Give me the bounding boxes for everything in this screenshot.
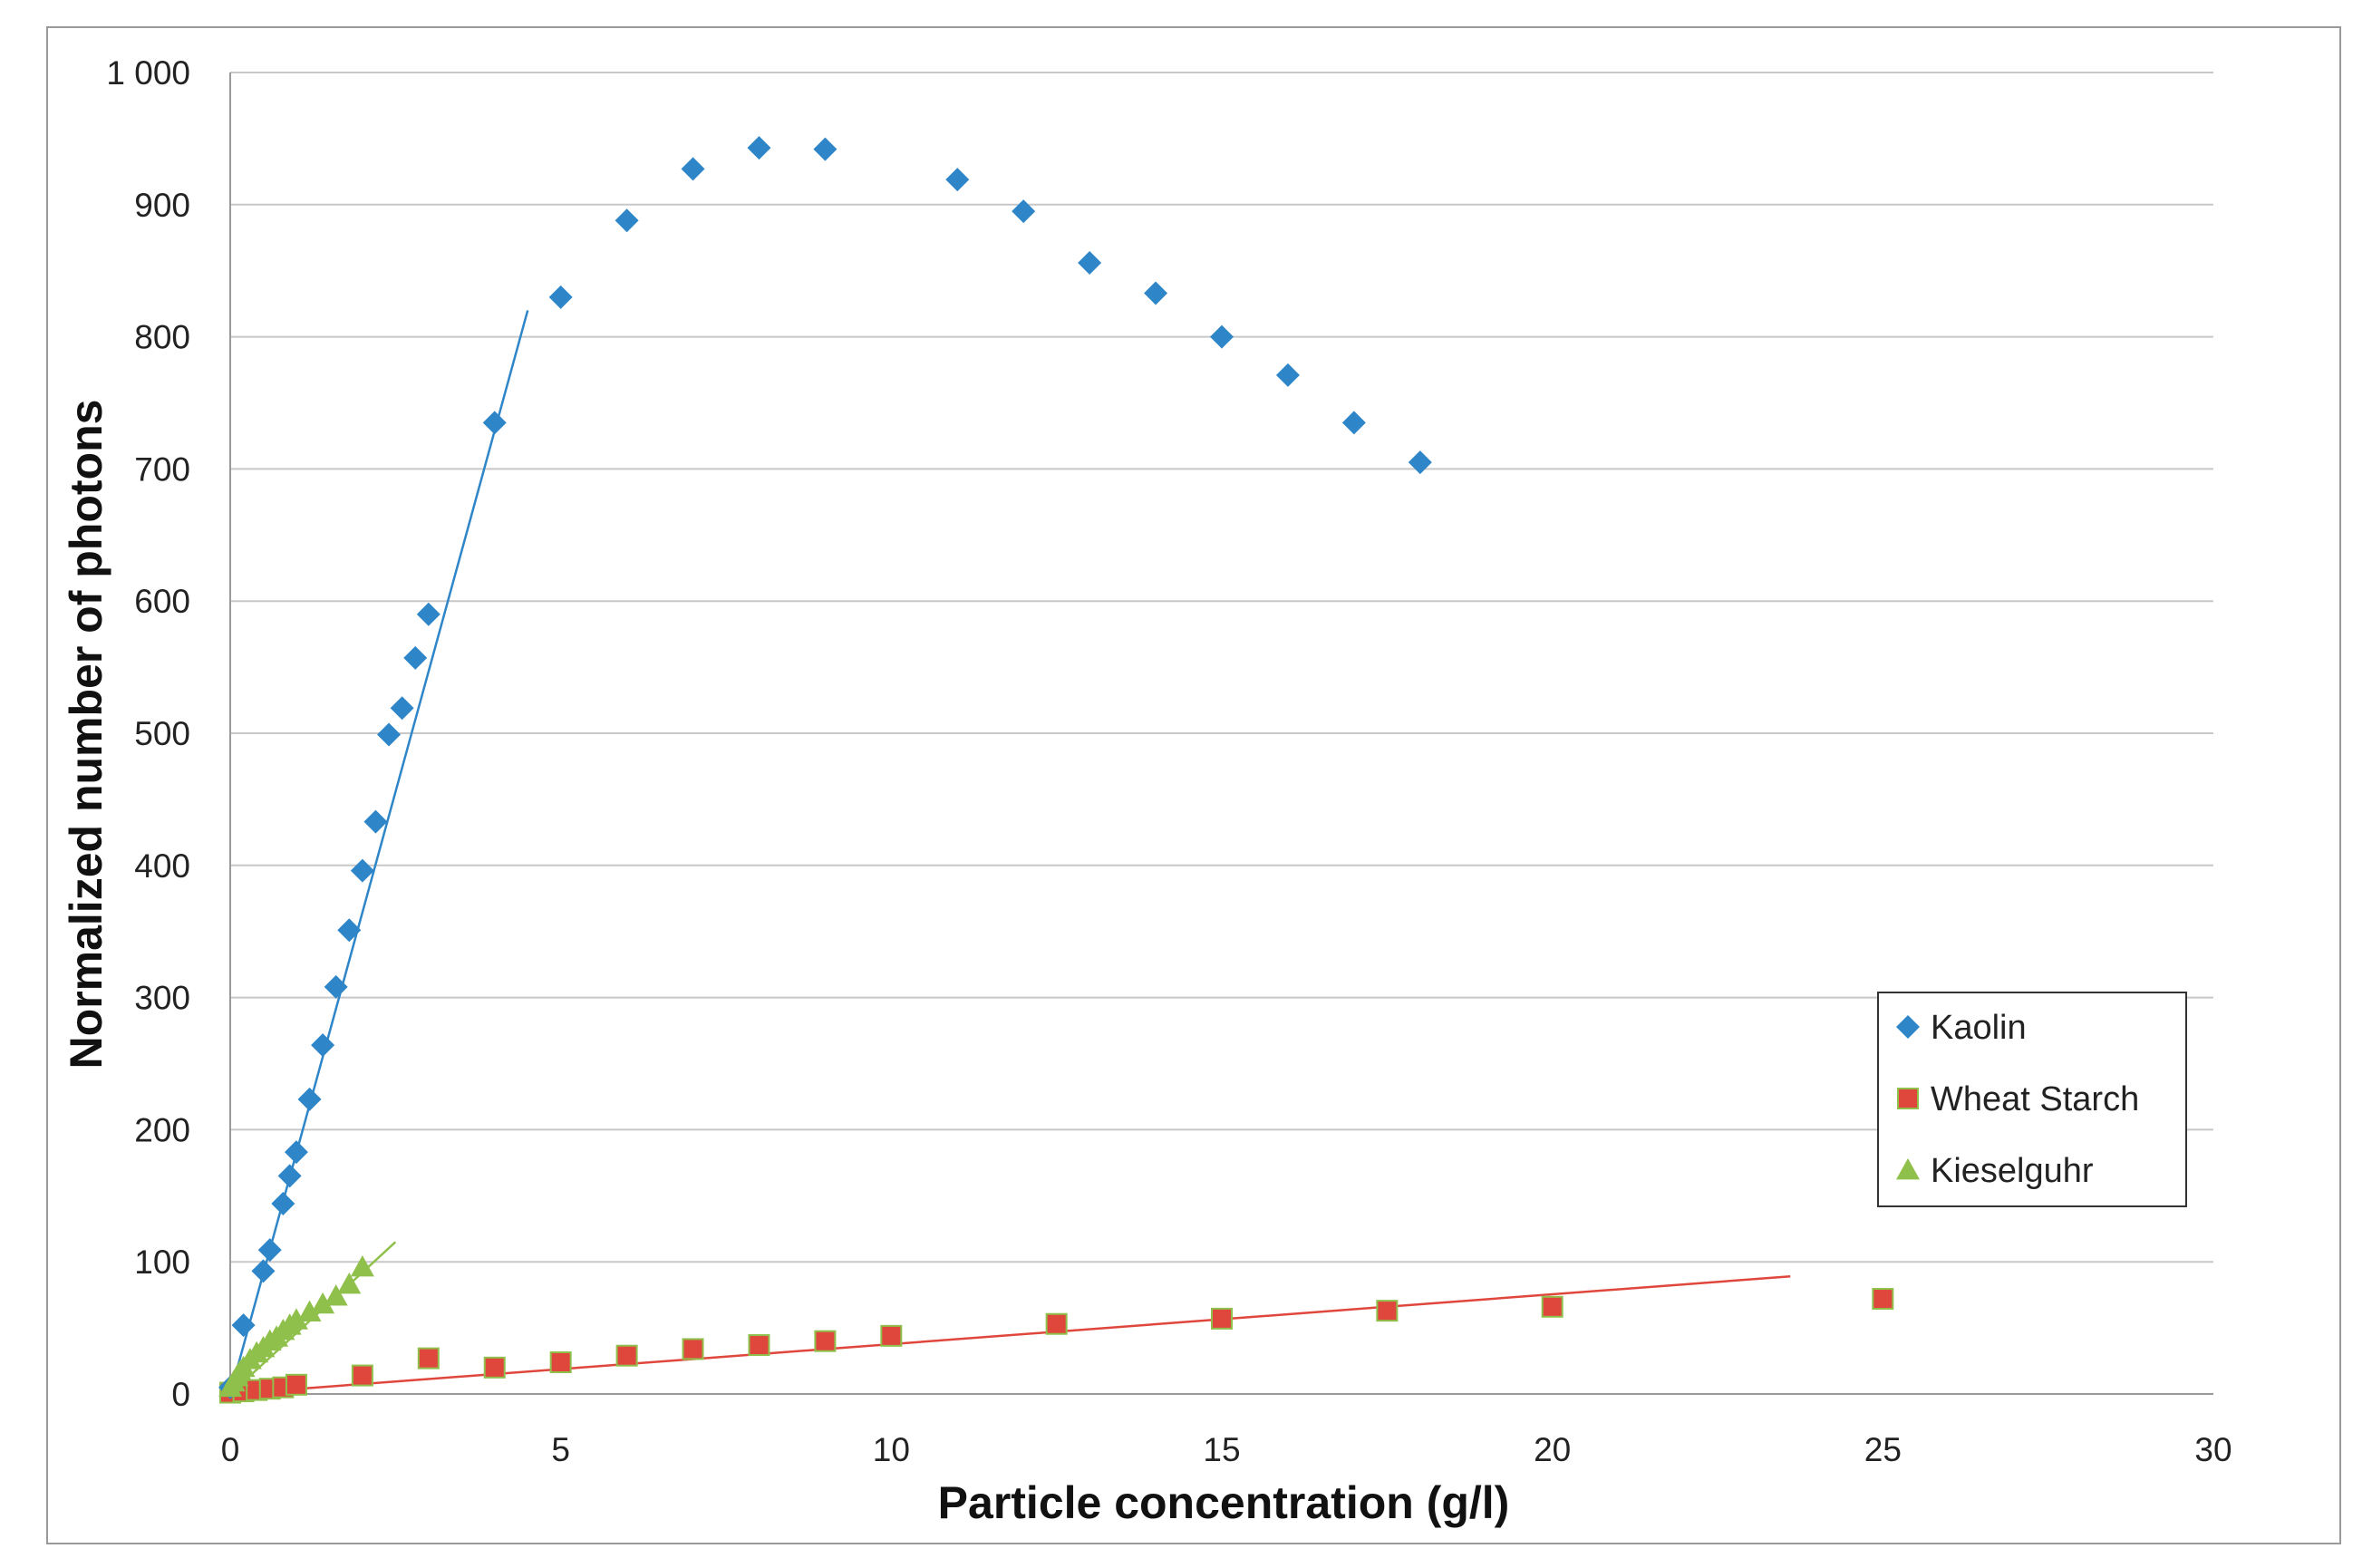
x-tick-label: 0 [221, 1431, 240, 1468]
x-tick-label: 15 [1203, 1431, 1240, 1468]
y-tick-label: 1 000 [106, 54, 190, 92]
kaolin-point [681, 157, 705, 181]
kaolin-point [945, 168, 970, 192]
chart-border [46, 26, 2341, 1544]
kaolin-point [324, 974, 348, 999]
legend-label-kaolin: Kaolin [1931, 1009, 2027, 1047]
y-tick-label: 700 [134, 450, 190, 488]
wheat-starch-point [814, 1330, 837, 1352]
kaolin-point [251, 1259, 276, 1283]
kaolin-point [337, 918, 362, 943]
wheat-starch-point [1045, 1312, 1068, 1335]
wheat-starch-point [1541, 1295, 1564, 1318]
kaolin-point [1144, 281, 1168, 305]
kaolin-point [271, 1192, 295, 1216]
x-axis-title: Particle concentration (g/l) [938, 1477, 1510, 1528]
wheat-starch-point [880, 1324, 903, 1347]
x-tick-label: 20 [1534, 1431, 1571, 1468]
kaolin-point [482, 411, 507, 435]
wheat-starch-point [285, 1373, 307, 1396]
x-tick-label: 10 [873, 1431, 910, 1468]
y-tick-label: 900 [134, 187, 190, 224]
kaolin-point [350, 858, 374, 883]
kaolin-point [1078, 250, 1102, 275]
data-markers [218, 136, 1894, 1404]
wheat-starch-point [1872, 1288, 1894, 1311]
kieselguhr-point [337, 1272, 362, 1294]
kieselguhr-point [324, 1284, 348, 1306]
kaolin-point [813, 137, 837, 161]
kieselguhr-point [297, 1300, 322, 1322]
wheat-starch-point [483, 1356, 506, 1379]
y-tick-label: 800 [134, 319, 190, 356]
kaolin-point [297, 1087, 322, 1111]
y-axis-title: Normalized number of photons [61, 400, 111, 1070]
kaolin-point [416, 602, 441, 626]
wheat-starch-point [1376, 1300, 1399, 1322]
wheat-starch-point [417, 1347, 440, 1370]
kaolin-point [1341, 411, 1366, 435]
kaolin-point [377, 722, 402, 747]
kaolin-point [403, 645, 428, 670]
kaolin-point [1275, 363, 1300, 387]
wheat-starch-point [1211, 1307, 1233, 1330]
kaolin-point [231, 1313, 256, 1338]
y-tick-label: 200 [134, 1111, 190, 1148]
kaolin-point [548, 285, 573, 309]
kaolin-point [1012, 199, 1036, 224]
kaolin-point [1408, 450, 1432, 475]
kaolin-trendline [228, 310, 529, 1395]
wheat-starch-point [682, 1338, 704, 1360]
wheat-starch-point [748, 1334, 770, 1357]
legend-marker-wheat-starch [1897, 1088, 1919, 1109]
x-tick-label: 5 [551, 1431, 570, 1468]
kaolin-point [257, 1238, 282, 1263]
kaolin-point [311, 1033, 335, 1058]
legend-label-wheat-starch: Wheat Starch [1931, 1080, 2139, 1118]
kaolin-point [363, 809, 388, 834]
y-tick-label: 600 [134, 583, 190, 620]
wheat-starch-point [615, 1344, 638, 1367]
y-tick-label: 100 [134, 1244, 190, 1281]
kaolin-point [277, 1164, 302, 1188]
kieselguhr-point [284, 1308, 308, 1330]
legend-marker-kieselguhr [1896, 1158, 1920, 1180]
kieselguhr-point [311, 1292, 335, 1314]
legend-label-kieselguhr: Kieselguhr [1931, 1152, 2094, 1190]
y-tick-label: 0 [171, 1376, 190, 1413]
legend-marker-kaolin [1896, 1015, 1920, 1039]
x-tick-label: 25 [1864, 1431, 1902, 1468]
axes: 0 100 200 300 400 500 600 700 800 900 1 000 0 5 10 15 2… [106, 54, 2232, 1468]
gridlines [230, 72, 2213, 1263]
kieselguhr-point [350, 1255, 374, 1277]
y-tick-label: 400 [134, 847, 190, 885]
legend-box [1877, 992, 2187, 1207]
kaolin-point [284, 1140, 308, 1165]
kaolin-point [615, 208, 639, 233]
x-tick-label: 30 [2194, 1431, 2232, 1468]
kaolin-point [1210, 324, 1234, 349]
kaolin-point [390, 696, 414, 721]
y-tick-label: 300 [134, 980, 190, 1017]
y-tick-label: 500 [134, 715, 190, 752]
wheat-starch-point [549, 1351, 572, 1374]
legend: Kaolin Wheat Starch Kieselguhr [1877, 992, 2187, 1207]
wheat-starch-point [351, 1364, 373, 1387]
kaolin-point [747, 136, 771, 160]
